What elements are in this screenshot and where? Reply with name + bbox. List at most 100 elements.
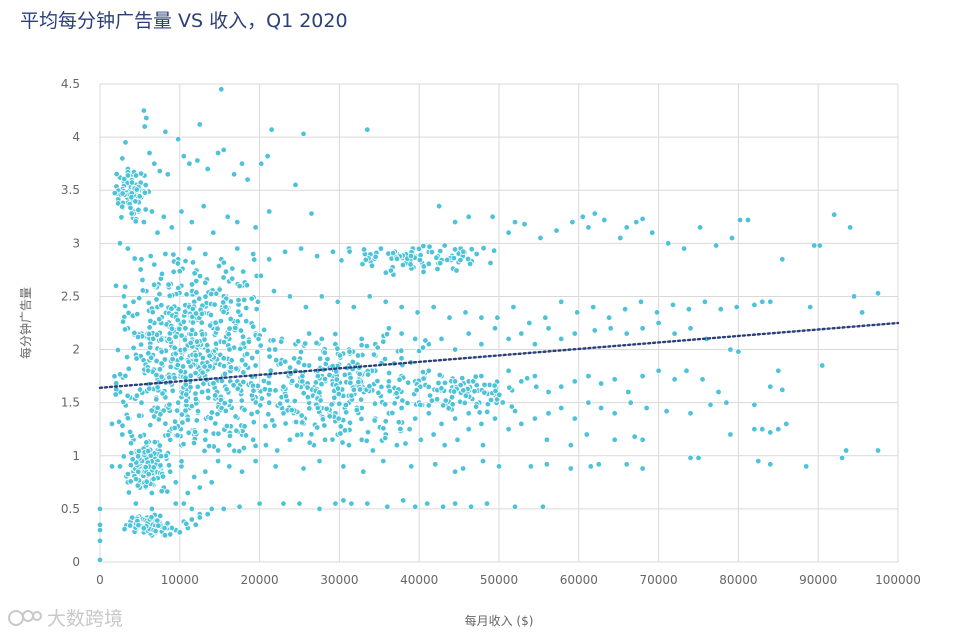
data-point <box>276 400 284 407</box>
data-point <box>380 338 387 345</box>
data-point <box>132 198 139 205</box>
x-tick-labels: 0 10000 20000 30000 40000 50000 60000 70000 8000… <box>96 573 921 587</box>
data-point <box>370 351 378 358</box>
data-point <box>751 426 758 433</box>
data-point <box>252 224 259 231</box>
data-point <box>217 317 225 325</box>
data-point <box>254 348 261 356</box>
data-point <box>232 365 240 372</box>
data-point <box>210 380 217 387</box>
data-point <box>462 392 470 399</box>
data-point <box>360 468 367 475</box>
data-point <box>340 497 347 504</box>
data-point <box>120 453 127 460</box>
data-point <box>280 383 287 390</box>
data-point <box>240 369 247 376</box>
data-point <box>142 206 149 213</box>
data-point <box>527 463 535 470</box>
data-point <box>239 268 247 275</box>
data-point <box>617 234 624 242</box>
data-point <box>139 276 146 284</box>
data-point <box>235 296 242 304</box>
data-point <box>192 277 200 285</box>
data-point <box>340 463 347 470</box>
data-point <box>444 256 451 264</box>
data-point <box>597 380 605 387</box>
data-point <box>439 503 447 510</box>
data-point <box>366 383 373 390</box>
data-point <box>124 415 132 422</box>
data-point <box>225 331 232 338</box>
data-point <box>199 369 206 376</box>
data-point <box>432 461 439 468</box>
data-point <box>543 461 551 468</box>
data-point <box>194 408 202 415</box>
data-point <box>268 126 275 133</box>
data-point <box>759 426 766 433</box>
data-point <box>171 418 179 425</box>
data-point <box>302 340 309 347</box>
data-point <box>318 293 325 300</box>
data-point <box>384 503 391 510</box>
data-point <box>248 354 256 362</box>
data-point <box>252 362 259 369</box>
data-point <box>150 464 157 471</box>
data-point <box>420 263 427 270</box>
data-point <box>413 387 420 394</box>
data-point <box>257 402 264 409</box>
data-point <box>157 336 165 343</box>
data-point <box>328 401 335 408</box>
data-point <box>169 356 176 363</box>
data-point <box>480 244 487 252</box>
data-point <box>172 333 179 340</box>
data-point <box>252 457 259 465</box>
data-point <box>124 392 131 399</box>
data-point <box>208 505 215 513</box>
data-point <box>783 420 790 428</box>
data-point <box>545 325 552 332</box>
data-point <box>459 374 466 382</box>
data-point <box>212 420 219 427</box>
data-point <box>366 293 373 300</box>
data-point <box>154 384 161 391</box>
data-point <box>398 355 405 362</box>
data-point <box>295 338 302 345</box>
data-point <box>389 409 396 417</box>
data-point <box>850 293 858 300</box>
data-point <box>154 404 161 412</box>
data-point <box>299 378 306 385</box>
data-point <box>234 245 241 252</box>
data-point <box>153 296 160 303</box>
data-point <box>260 326 268 334</box>
data-point <box>264 152 271 160</box>
data-point <box>499 399 506 406</box>
data-point <box>591 327 598 334</box>
data-point <box>767 383 774 390</box>
data-point <box>329 248 337 255</box>
data-point <box>254 408 261 416</box>
data-point <box>445 405 452 412</box>
data-point <box>272 387 279 394</box>
data-point <box>121 302 129 310</box>
data-point <box>356 386 364 393</box>
data-point <box>132 475 140 483</box>
data-point <box>425 383 432 391</box>
data-point <box>419 344 427 351</box>
data-point <box>281 248 289 255</box>
data-point <box>371 400 379 407</box>
data-point <box>238 357 246 364</box>
data-point <box>158 360 165 367</box>
data-point <box>280 410 287 417</box>
data-point <box>505 335 512 343</box>
data-point <box>116 240 124 247</box>
data-point <box>112 380 120 387</box>
data-point <box>378 383 385 391</box>
data-point <box>138 256 145 263</box>
data-point <box>382 298 389 305</box>
data-point <box>145 471 152 478</box>
data-point <box>119 155 126 162</box>
data-point <box>183 291 190 298</box>
data-point <box>192 390 199 397</box>
data-point <box>144 367 152 374</box>
data-point <box>208 409 216 416</box>
